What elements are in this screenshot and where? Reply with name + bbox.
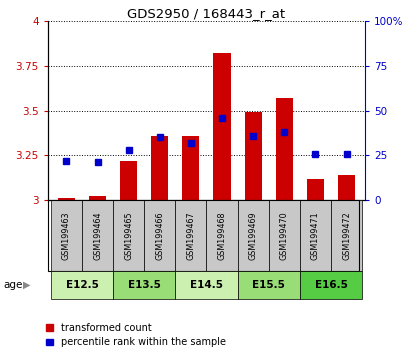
Title: GDS2950 / 168443_r_at: GDS2950 / 168443_r_at bbox=[127, 7, 286, 20]
Text: E13.5: E13.5 bbox=[128, 280, 161, 290]
Bar bbox=[300, 271, 362, 299]
Bar bbox=[120, 161, 137, 200]
Bar bbox=[51, 200, 82, 271]
Text: GSM199469: GSM199469 bbox=[249, 211, 258, 260]
Bar bbox=[207, 200, 237, 271]
Text: GSM199472: GSM199472 bbox=[342, 211, 351, 260]
Text: E12.5: E12.5 bbox=[66, 280, 98, 290]
Bar bbox=[237, 271, 300, 299]
Text: GSM199467: GSM199467 bbox=[186, 211, 195, 260]
Text: ▶: ▶ bbox=[23, 280, 30, 290]
Text: GSM199465: GSM199465 bbox=[124, 211, 133, 260]
Bar bbox=[331, 200, 362, 271]
Bar bbox=[51, 271, 113, 299]
Bar bbox=[276, 98, 293, 200]
Bar bbox=[144, 200, 176, 271]
Bar bbox=[307, 178, 324, 200]
Bar bbox=[244, 113, 262, 200]
Bar bbox=[300, 200, 331, 271]
Text: GSM199470: GSM199470 bbox=[280, 211, 289, 260]
Text: GSM199466: GSM199466 bbox=[155, 211, 164, 260]
Bar bbox=[151, 136, 168, 200]
Legend: transformed count, percentile rank within the sample: transformed count, percentile rank withi… bbox=[46, 322, 226, 347]
Bar bbox=[89, 196, 106, 200]
Text: GSM199464: GSM199464 bbox=[93, 211, 102, 260]
Text: E14.5: E14.5 bbox=[190, 280, 223, 290]
Bar bbox=[176, 200, 207, 271]
Text: GSM199468: GSM199468 bbox=[217, 211, 227, 260]
Bar bbox=[82, 200, 113, 271]
Bar bbox=[58, 198, 75, 200]
Text: age: age bbox=[3, 280, 23, 290]
Bar bbox=[237, 200, 269, 271]
Text: GSM199471: GSM199471 bbox=[311, 211, 320, 260]
Bar bbox=[113, 200, 144, 271]
Bar bbox=[182, 136, 200, 200]
Text: E15.5: E15.5 bbox=[252, 280, 285, 290]
Bar bbox=[338, 175, 355, 200]
Text: GSM199463: GSM199463 bbox=[62, 211, 71, 260]
Bar bbox=[213, 53, 231, 200]
Bar bbox=[176, 271, 237, 299]
Text: E16.5: E16.5 bbox=[315, 280, 347, 290]
Bar bbox=[269, 200, 300, 271]
Bar bbox=[113, 271, 176, 299]
